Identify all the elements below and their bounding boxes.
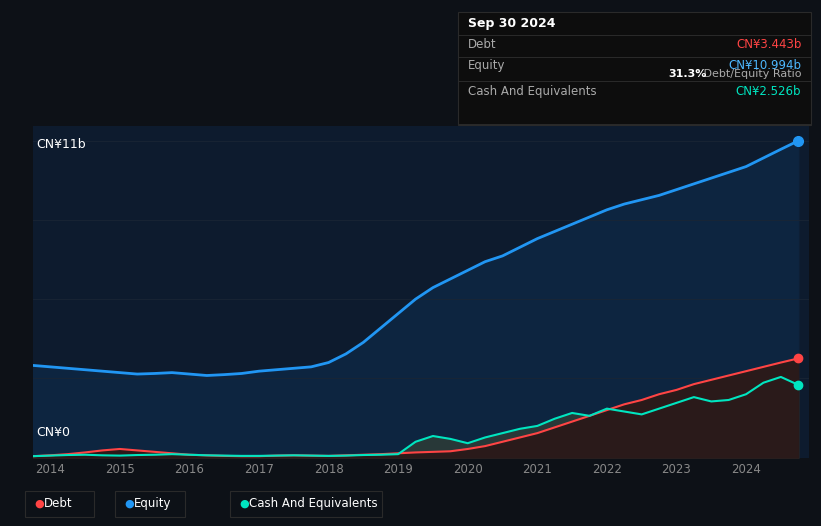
Text: Debt: Debt <box>44 498 72 510</box>
Text: Cash And Equivalents: Cash And Equivalents <box>249 498 378 510</box>
Text: ●: ● <box>34 499 44 509</box>
Text: CN¥2.526b: CN¥2.526b <box>736 85 801 98</box>
Text: CN¥3.443b: CN¥3.443b <box>736 38 801 52</box>
Text: Cash And Equivalents: Cash And Equivalents <box>468 85 597 98</box>
Text: ●: ● <box>240 499 250 509</box>
Text: 31.3%: 31.3% <box>668 68 707 78</box>
Text: Equity: Equity <box>134 498 172 510</box>
Text: Debt/Equity Ratio: Debt/Equity Ratio <box>699 68 801 78</box>
Text: ●: ● <box>125 499 135 509</box>
Text: CN¥10.994b: CN¥10.994b <box>728 59 801 72</box>
Text: Sep 30 2024: Sep 30 2024 <box>468 16 556 29</box>
Text: Debt: Debt <box>468 38 497 52</box>
Text: CN¥11b: CN¥11b <box>37 138 86 151</box>
Text: CN¥0: CN¥0 <box>37 427 71 439</box>
Text: Equity: Equity <box>468 59 506 72</box>
